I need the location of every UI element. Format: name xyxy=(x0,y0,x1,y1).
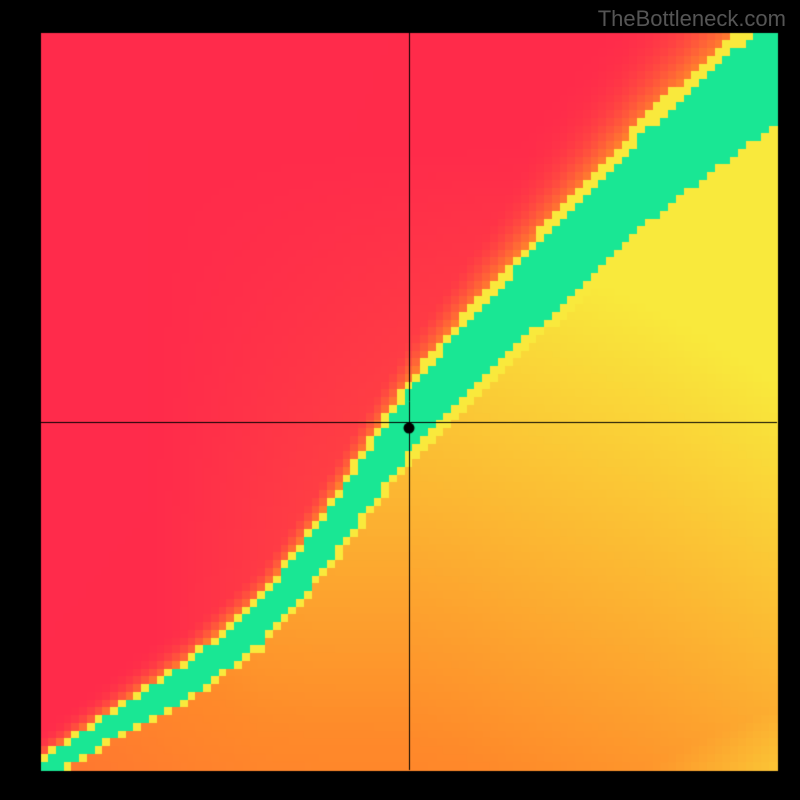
heatmap-canvas xyxy=(0,0,800,800)
chart-container: TheBottleneck.com xyxy=(0,0,800,800)
watermark-text: TheBottleneck.com xyxy=(598,6,786,32)
